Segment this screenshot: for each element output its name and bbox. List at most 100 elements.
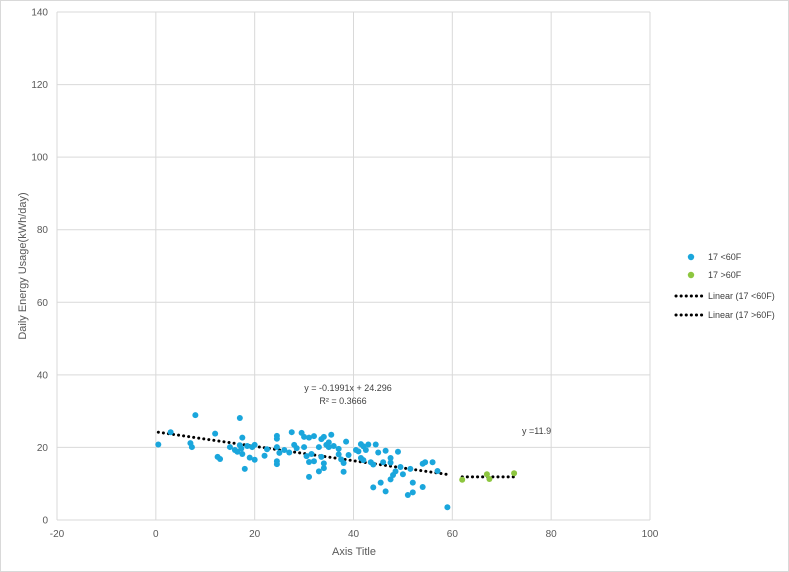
point-lt60 (419, 483, 426, 490)
y-tick-label: 120 (31, 80, 48, 91)
point-lt60 (261, 452, 268, 459)
point-lt60 (345, 452, 352, 459)
point-lt60 (306, 473, 313, 480)
y-tick-label: 80 (37, 225, 49, 236)
point-lt60 (434, 468, 441, 475)
point-lt60 (306, 434, 313, 441)
point-lt60 (407, 465, 414, 472)
x-tick-label: 80 (546, 529, 558, 540)
point-lt60 (372, 441, 379, 448)
point-lt60 (370, 484, 377, 491)
x-tick-label: 0 (153, 529, 159, 540)
x-axis-title: Axis Title (332, 546, 376, 558)
point-lt60 (306, 458, 313, 465)
trendline-equation-gt60: y =11.9 (522, 426, 551, 436)
point-lt60 (382, 447, 389, 454)
gridlines (56, 11, 651, 521)
point-lt60 (167, 429, 174, 436)
point-lt60 (239, 450, 246, 457)
point-lt60 (335, 451, 342, 458)
point-lt60 (328, 431, 335, 438)
y-tick-labels: 0 20 40 60 80 100 120 140 (31, 8, 48, 527)
point-lt60 (360, 457, 367, 464)
y-tick-label: 20 (37, 443, 49, 454)
point-lt60 (365, 441, 372, 448)
point-lt60 (392, 468, 399, 475)
legend: 17 <60F 17 >60F Linear (17 <60F) Linear … (674, 252, 775, 320)
point-lt60 (192, 412, 199, 419)
point-lt60 (239, 434, 246, 441)
point-lt60 (343, 438, 350, 445)
point-lt60 (301, 444, 308, 451)
point-lt60 (444, 504, 451, 511)
point-lt60 (370, 461, 377, 468)
y-tick-label: 140 (31, 8, 48, 19)
point-lt60 (325, 444, 332, 451)
point-lt60 (380, 459, 387, 466)
point-lt60 (241, 465, 248, 472)
point-lt60 (286, 449, 293, 456)
point-lt60 (399, 471, 406, 478)
point-lt60 (320, 460, 327, 467)
point-lt60 (315, 444, 322, 451)
point-lt60 (234, 448, 241, 455)
point-gt60 (511, 470, 518, 477)
point-lt60 (273, 435, 280, 442)
point-lt60 (404, 491, 411, 498)
point-gt60 (483, 471, 490, 478)
x-tick-label: 20 (249, 529, 261, 540)
point-lt60 (217, 456, 224, 463)
point-lt60 (340, 460, 347, 467)
point-lt60 (409, 489, 416, 496)
point-lt60 (212, 430, 219, 437)
point-lt60 (308, 450, 315, 457)
point-lt60 (238, 445, 245, 452)
point-lt60 (397, 464, 404, 471)
trendline-equation-lt60: y = -0.1991x + 24.296 (304, 383, 392, 393)
point-lt60 (273, 444, 280, 451)
point-lt60 (409, 479, 416, 486)
point-lt60 (394, 448, 401, 455)
legend-label-gt60: 17 >60F (708, 270, 742, 280)
point-lt60 (325, 439, 332, 446)
legend-label-linear-gt60: Linear (17 >60F) (708, 310, 775, 320)
legend-marker-gt60 (687, 271, 695, 279)
point-lt60 (387, 454, 394, 461)
point-gt60 (486, 475, 493, 482)
point-lt60 (382, 488, 389, 495)
x-tick-label: 60 (447, 529, 459, 540)
point-lt60 (276, 449, 283, 456)
point-lt60 (320, 465, 327, 472)
point-lt60 (288, 429, 295, 436)
point-lt60 (375, 449, 382, 456)
legend-label-linear-lt60: Linear (17 <60F) (708, 291, 775, 301)
point-lt60 (310, 458, 317, 465)
y-tick-label: 60 (37, 298, 49, 309)
legend-marker-lt60 (687, 253, 695, 261)
point-lt60 (281, 446, 288, 453)
trendline-r2-lt60: R² = 0.3666 (319, 396, 366, 406)
point-lt60 (310, 433, 317, 440)
y-tick-label: 100 (31, 153, 48, 164)
point-lt60 (429, 459, 436, 466)
x-tick-label: -20 (50, 529, 65, 540)
point-lt60 (330, 442, 337, 449)
point-lt60 (318, 453, 325, 460)
point-lt60 (188, 444, 195, 451)
point-lt60 (244, 442, 251, 449)
point-lt60 (355, 448, 362, 455)
point-lt60 (251, 441, 258, 448)
point-lt60 (422, 459, 429, 466)
x-tick-labels: -20 0 20 40 60 80 100 (50, 529, 659, 540)
x-tick-label: 100 (642, 529, 659, 540)
point-lt60 (246, 454, 253, 461)
point-lt60 (315, 468, 322, 475)
x-tick-label: 40 (348, 529, 360, 540)
point-lt60 (335, 445, 342, 452)
point-lt60 (387, 459, 394, 466)
point-gt60 (459, 476, 466, 483)
point-lt60 (301, 433, 308, 440)
point-lt60 (273, 461, 280, 468)
point-lt60 (377, 479, 384, 486)
